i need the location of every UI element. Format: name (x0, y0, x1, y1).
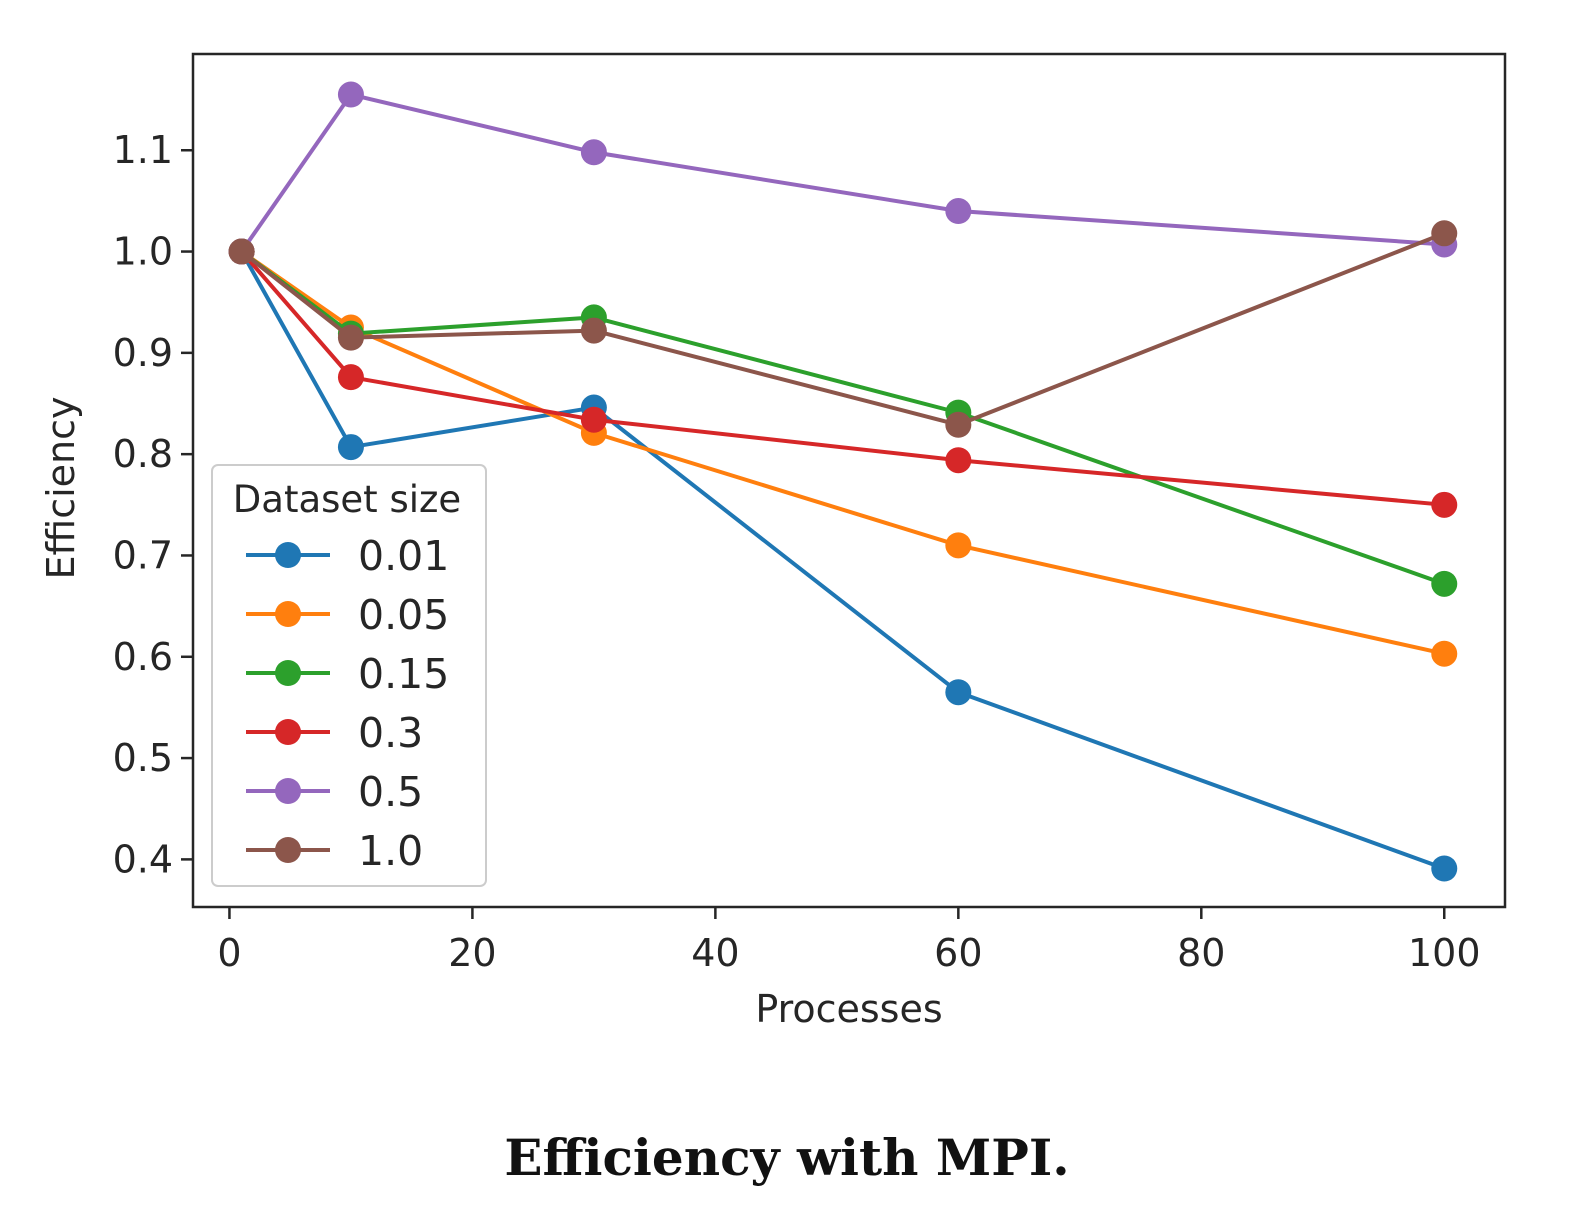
legend-item: 0.3 (246, 709, 423, 757)
data-point (337, 364, 364, 391)
legend-title: Dataset size (233, 478, 461, 521)
data-point (1431, 491, 1458, 518)
legend: Dataset size 0.01 0.05 0.15 0.3 0.5 1.0 (211, 464, 487, 887)
legend-item: 0.01 (246, 532, 449, 580)
data-point (337, 434, 364, 461)
legend-label: 0.05 (358, 591, 449, 639)
figure-caption: Efficiency with MPI. (504, 1128, 1070, 1187)
x-tick-label: 40 (691, 931, 739, 975)
x-tick-label: 20 (448, 931, 496, 975)
legend-label: 0.01 (358, 532, 449, 580)
data-point (1431, 855, 1458, 882)
legend-entries: 0.01 0.05 0.15 0.3 0.5 1.0 (246, 532, 449, 875)
data-point (337, 324, 364, 351)
y-tick-label: 0.4 (113, 837, 173, 881)
legend-item: 0.05 (246, 591, 449, 639)
y-axis-label: Efficiency (39, 396, 83, 579)
data-point (945, 679, 972, 706)
legend-marker-swatch (275, 601, 301, 627)
legend-marker-swatch (275, 660, 301, 686)
data-point (1431, 570, 1458, 597)
y-tick-label: 0.7 (113, 533, 173, 577)
x-axis-ticks: 0 20 40 60 80 100 (217, 907, 1481, 975)
legend-label: 0.3 (358, 709, 423, 757)
series-layer (228, 81, 1458, 882)
legend-marker-swatch (275, 778, 301, 804)
x-tick-label: 80 (1177, 931, 1225, 975)
x-tick-label: 0 (217, 931, 241, 975)
legend-label: 0.5 (358, 768, 423, 816)
x-tick-label: 100 (1408, 931, 1481, 975)
data-point (945, 198, 972, 225)
data-point (228, 238, 255, 265)
legend-label: 0.15 (358, 650, 449, 698)
legend-item: 1.0 (246, 827, 423, 875)
y-tick-label: 1.0 (113, 230, 173, 274)
legend-marker-swatch (275, 542, 301, 568)
legend-marker-swatch (275, 719, 301, 745)
data-point (945, 411, 972, 438)
legend-label: 1.0 (358, 827, 423, 875)
data-point (945, 447, 972, 474)
data-point (580, 139, 607, 166)
data-point (1431, 640, 1458, 667)
legend-item: 0.5 (246, 768, 423, 816)
y-tick-label: 0.9 (113, 331, 173, 375)
data-point (945, 532, 972, 559)
y-tick-label: 1.1 (113, 128, 173, 172)
data-point (337, 81, 364, 108)
series-1.0 (228, 220, 1458, 438)
data-point (580, 317, 607, 344)
data-point (580, 406, 607, 433)
y-tick-label: 0.8 (113, 432, 173, 476)
x-tick-label: 60 (934, 931, 982, 975)
y-tick-label: 0.6 (113, 635, 173, 679)
legend-item: 0.15 (246, 650, 449, 698)
data-point (1431, 220, 1458, 247)
y-tick-label: 0.5 (113, 736, 173, 780)
legend-marker-swatch (275, 837, 301, 863)
x-axis-label: Processes (755, 987, 942, 1031)
y-axis-ticks: 0.4 0.5 0.6 0.7 0.8 0.9 1.0 1.1 (113, 128, 193, 881)
plot-frame (191, 52, 1507, 909)
